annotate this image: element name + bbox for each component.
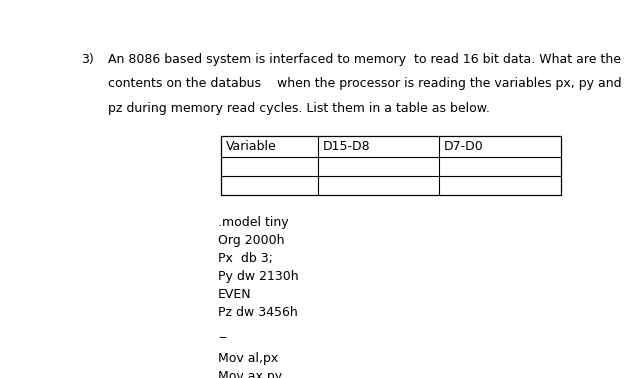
Text: .model tiny: .model tiny bbox=[218, 215, 289, 229]
Text: D7-D0: D7-D0 bbox=[444, 140, 484, 153]
Text: EVEN: EVEN bbox=[218, 288, 252, 301]
Text: pz during memory read cycles. List them in a table as below.: pz during memory read cycles. List them … bbox=[109, 102, 490, 115]
Text: Mov al,px: Mov al,px bbox=[218, 352, 278, 365]
Text: Org 2000h: Org 2000h bbox=[218, 234, 285, 247]
Text: Pz dw 3456h: Pz dw 3456h bbox=[218, 306, 298, 319]
Text: contents on the databus    when the processor is reading the variables px, py an: contents on the databus when the process… bbox=[109, 77, 622, 90]
Text: Py dw 2130h: Py dw 2130h bbox=[218, 270, 299, 283]
Text: Variable: Variable bbox=[226, 140, 276, 153]
Bar bbox=[221, 136, 560, 195]
Text: An 8086 based system is interfaced to memory  to read 16 bit data. What are the: An 8086 based system is interfaced to me… bbox=[109, 53, 621, 66]
Text: D15-D8: D15-D8 bbox=[322, 140, 370, 153]
Text: --: -- bbox=[218, 331, 227, 344]
Text: Mov ax,py: Mov ax,py bbox=[218, 370, 282, 378]
Text: Px  db 3;: Px db 3; bbox=[218, 252, 273, 265]
Text: 3): 3) bbox=[81, 53, 94, 66]
